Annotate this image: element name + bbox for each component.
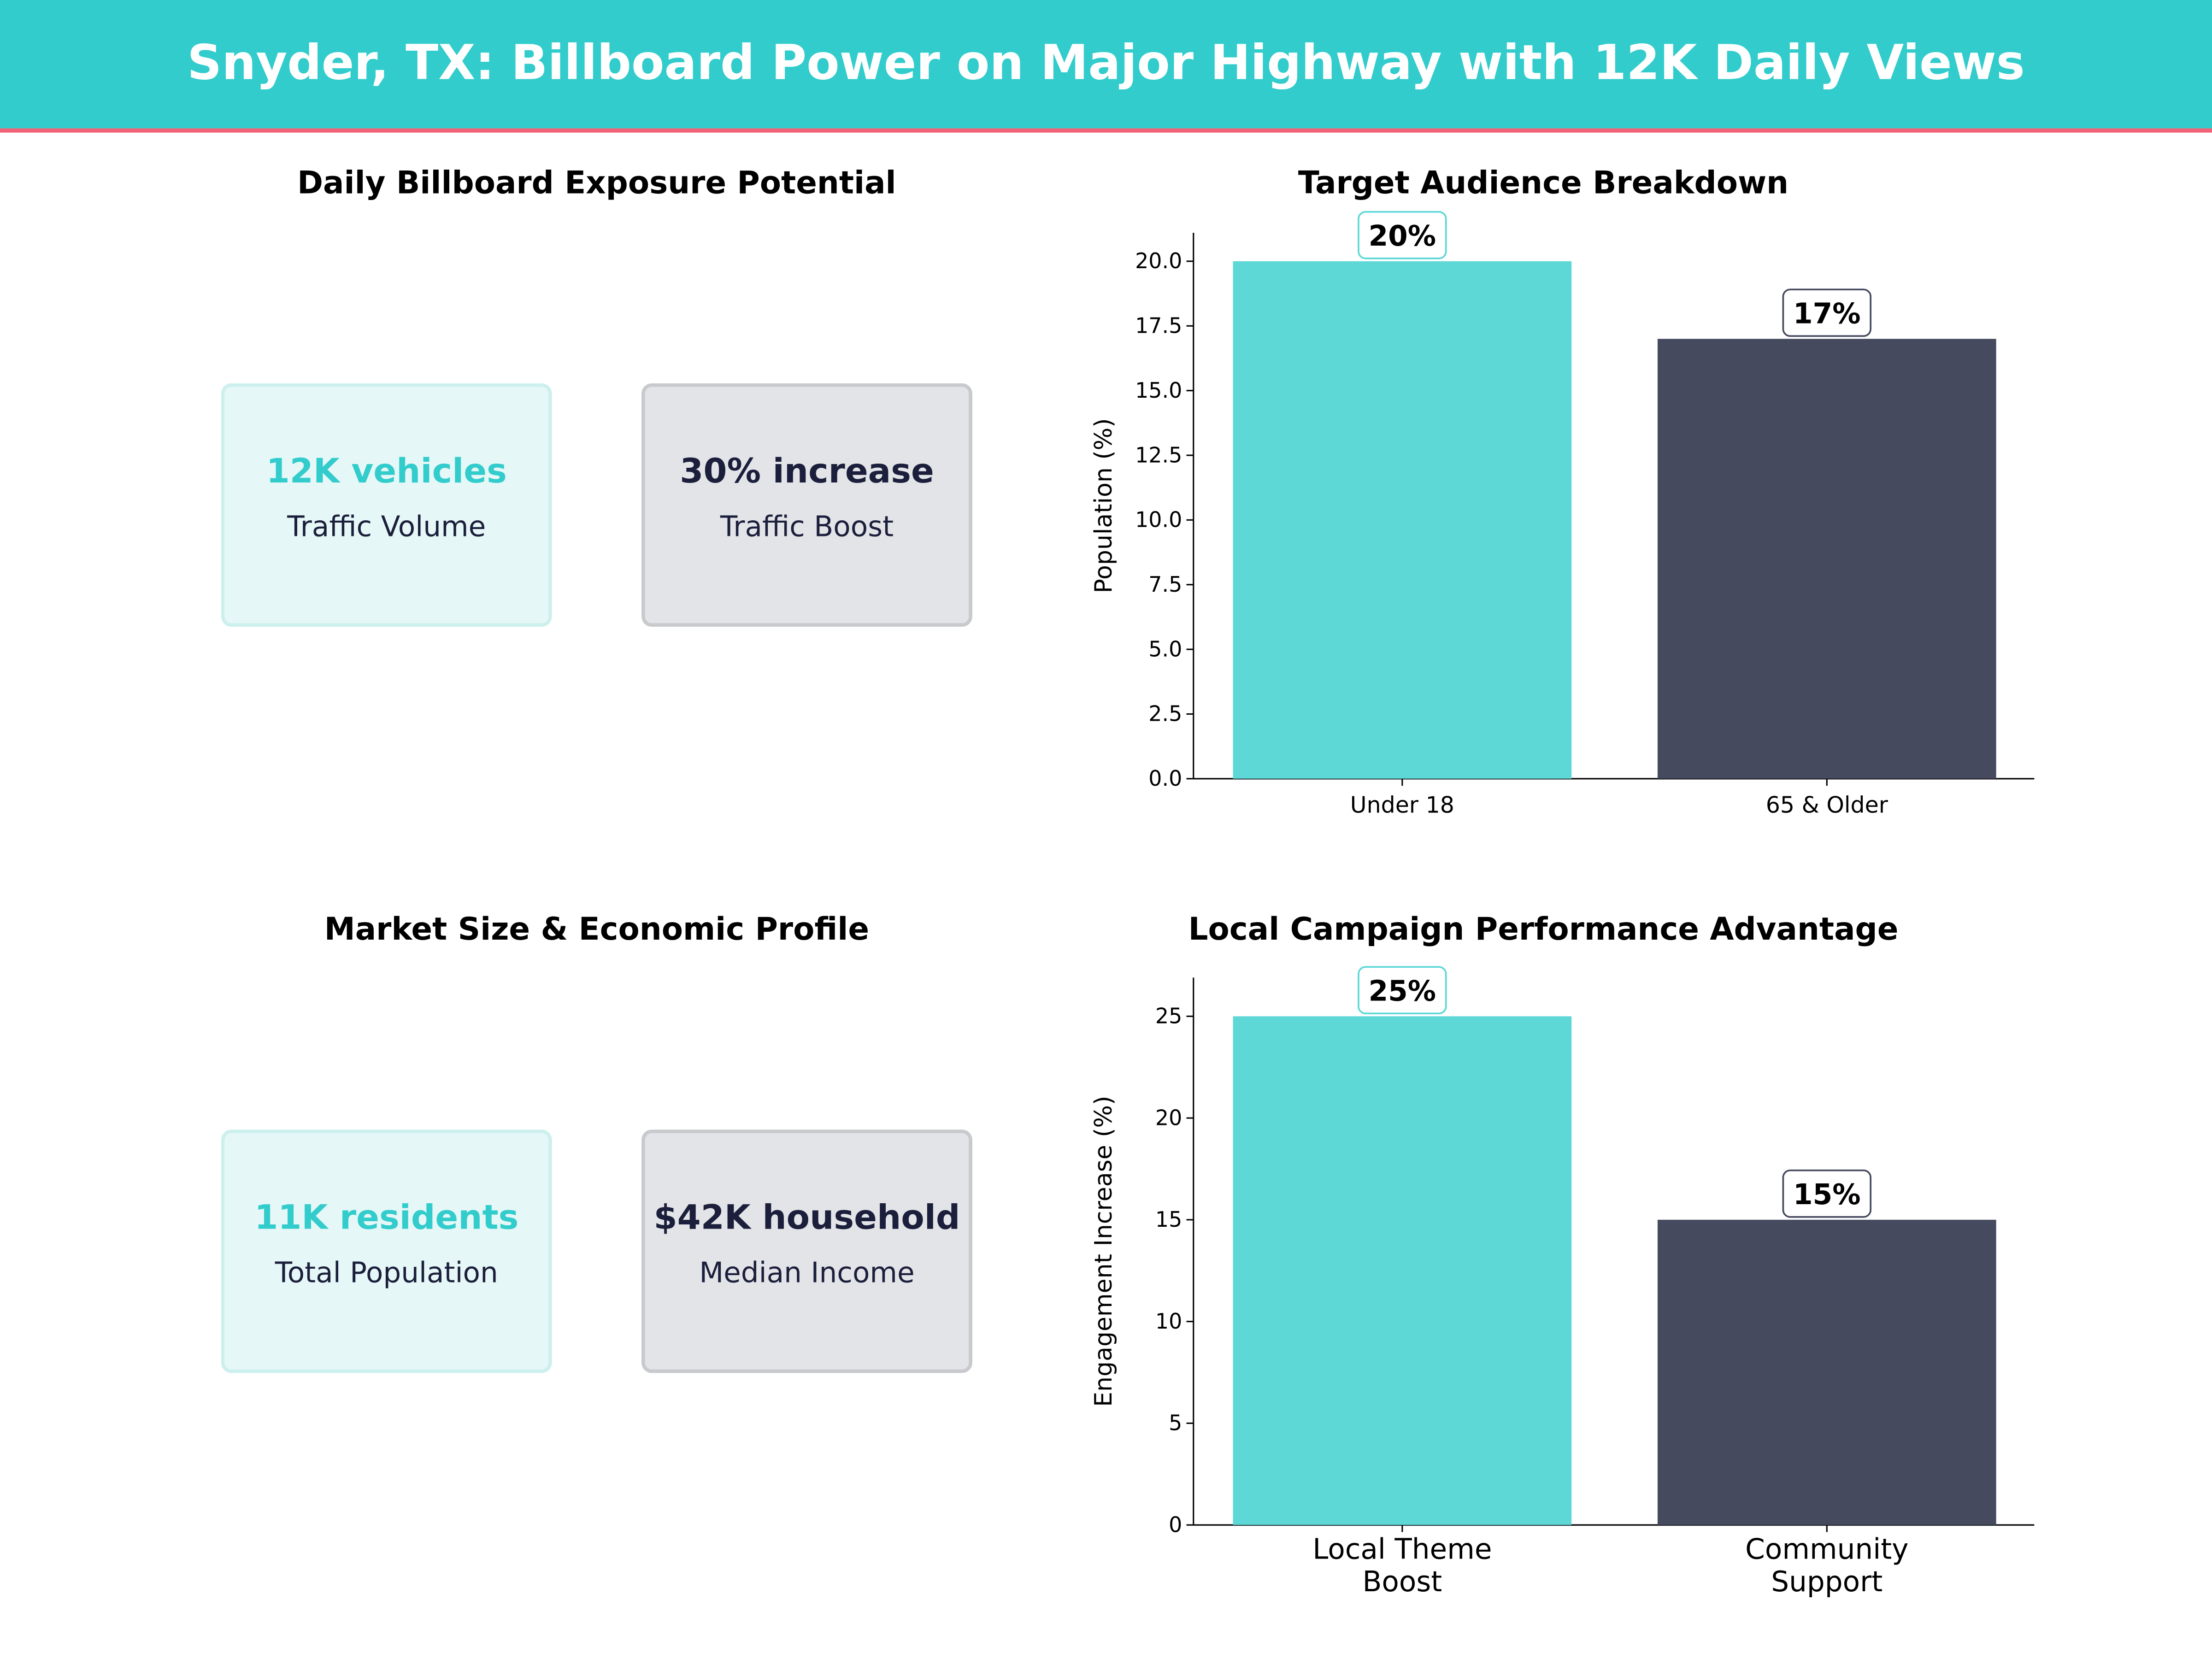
bar bbox=[1233, 261, 1572, 779]
data-label: 25% bbox=[1369, 975, 1436, 1008]
data-label-box bbox=[1782, 288, 1872, 337]
y-tick-label: 5.0 bbox=[1148, 636, 1182, 661]
chart-target-audience: Target Audience Breakdown 0.0 2.5 5.0 7.5 10.… bbox=[1090, 164, 2035, 818]
card-label: Total Population bbox=[275, 1257, 498, 1289]
y-tick-label: 2.5 bbox=[1148, 701, 1182, 726]
y-tick-label: 0.0 bbox=[1148, 766, 1182, 791]
y-tick-label: 20.0 bbox=[1135, 248, 1182, 273]
y-tick-label: 20 bbox=[1155, 1105, 1182, 1130]
page-title: Snyder, TX: Billboard Power on Major Hig… bbox=[187, 34, 2024, 90]
y-tick-label: 5 bbox=[1169, 1411, 1182, 1435]
card-label: Median Income bbox=[699, 1257, 914, 1289]
data-label-box bbox=[1358, 966, 1447, 1015]
data-label: 15% bbox=[1793, 1178, 1861, 1211]
y-tick-label: 7.5 bbox=[1148, 572, 1182, 597]
y-tick-label: 0 bbox=[1169, 1512, 1182, 1537]
card-label: Traffic Volume bbox=[287, 510, 486, 543]
header-bar bbox=[0, 0, 2212, 129]
data-label-box bbox=[1358, 211, 1447, 259]
y-tick-label: 10.0 bbox=[1135, 507, 1182, 532]
data-label: 17% bbox=[1793, 298, 1861, 330]
card-value: 11K residents bbox=[254, 1198, 518, 1237]
y-axis-label: Population (%) bbox=[1090, 418, 1118, 593]
card-value: 30% increase bbox=[680, 452, 934, 491]
chart-campaign-performance: Local Campaign Performance Advantage 0 5 10… bbox=[1090, 911, 2035, 1598]
x-tick-label: 65 & Older bbox=[1766, 792, 1888, 818]
y-tick-label: 25 bbox=[1155, 1004, 1182, 1029]
x-tick-label: Boost bbox=[1362, 1565, 1442, 1598]
card-total-population: 11K residents Total Population bbox=[221, 1130, 552, 1373]
card-label: Traffic Boost bbox=[720, 510, 894, 543]
y-tick-label: 10 bbox=[1155, 1309, 1182, 1334]
card-value: $42K household bbox=[654, 1198, 960, 1237]
panel-title-market: Market Size & Economic Profile bbox=[324, 911, 869, 947]
x-tick-label: Local Theme bbox=[1312, 1533, 1492, 1566]
data-label-box bbox=[1782, 1169, 1872, 1218]
y-tick-label: 15.0 bbox=[1135, 378, 1182, 403]
card-value: 12K vehicles bbox=[266, 452, 507, 491]
panel-title-exposure: Daily Billboard Exposure Potential bbox=[297, 164, 896, 200]
card-median-income: $42K household Median Income bbox=[641, 1130, 972, 1373]
chart-title: Local Campaign Performance Advantage bbox=[1188, 911, 1899, 947]
bar bbox=[1657, 1219, 1996, 1525]
data-label: 20% bbox=[1369, 220, 1436, 253]
chart-title: Target Audience Breakdown bbox=[1298, 164, 1788, 200]
card-traffic-volume: 12K vehicles Traffic Volume bbox=[221, 383, 552, 627]
bar bbox=[1233, 1016, 1572, 1525]
x-tick-label: Community bbox=[1745, 1533, 1908, 1566]
card-traffic-boost: 30% increase Traffic Boost bbox=[641, 383, 972, 627]
y-tick-label: 12.5 bbox=[1135, 442, 1182, 467]
x-tick-label: Support bbox=[1771, 1565, 1883, 1598]
header-accent-line bbox=[0, 128, 2212, 133]
x-tick-label: Under 18 bbox=[1350, 792, 1454, 818]
y-axis-label: Engagement Increase (%) bbox=[1090, 1096, 1118, 1407]
y-tick-label: 17.5 bbox=[1135, 313, 1182, 338]
bar bbox=[1657, 339, 1996, 779]
y-tick-label: 15 bbox=[1155, 1207, 1182, 1232]
